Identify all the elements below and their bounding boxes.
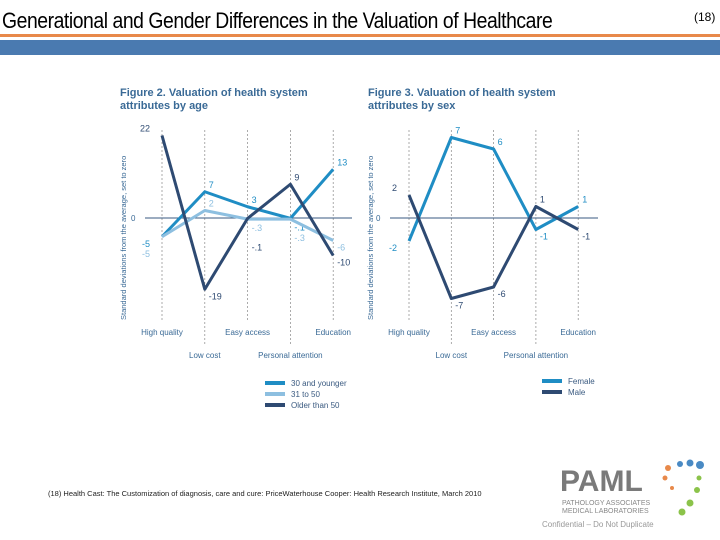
data-label: 13	[337, 157, 347, 167]
data-label: -.3	[252, 223, 263, 233]
header-band	[0, 40, 720, 55]
data-label: -1	[540, 232, 548, 242]
chart-title-line2: attributes by age	[120, 100, 208, 112]
chart-title-line1: Figure 2. Valuation of health system	[120, 87, 308, 99]
y-axis-label: Standard deviations from the average, se…	[366, 156, 375, 320]
reference-marker: (18)	[694, 10, 716, 24]
data-label: -6	[498, 289, 506, 299]
category-label: Personal attention	[258, 351, 323, 360]
title-underline	[0, 34, 720, 37]
zero-tick-label: 0	[376, 214, 381, 223]
logo-sub1: PATHOLOGY ASSOCIATES	[562, 500, 651, 507]
data-label: -19	[209, 291, 222, 301]
logo-sub2: MEDICAL LABORATORIES	[562, 508, 649, 515]
category-label: Low cost	[436, 351, 468, 360]
chart-title-line2: attributes by sex	[368, 100, 456, 112]
data-label: 7	[209, 180, 214, 190]
data-label: 1	[540, 195, 545, 205]
data-label: -5	[142, 239, 150, 249]
data-label: -6	[337, 243, 345, 253]
category-label: Low cost	[189, 351, 221, 360]
legend-label: 31 to 50	[291, 390, 320, 399]
category-label: High quality	[141, 328, 183, 337]
series-line-female	[407, 136, 579, 242]
paml-logo: PAML	[560, 465, 643, 498]
category-label: Easy access	[225, 328, 270, 337]
data-label: 9	[294, 172, 299, 182]
confidential-notice: Confidential – Do Not Duplicate	[542, 520, 654, 529]
data-label: 6	[498, 137, 503, 147]
legend-label: 30 and younger	[291, 379, 347, 388]
data-label: -2	[389, 243, 397, 253]
category-label: Education	[560, 328, 596, 337]
data-label: 7	[455, 126, 460, 136]
data-label: 3	[252, 195, 257, 205]
zero-tick-label: 0	[131, 214, 136, 223]
category-label: Easy access	[471, 328, 516, 337]
legend-label: Male	[568, 388, 586, 397]
data-label: -10	[337, 258, 350, 268]
data-label: -.1	[252, 242, 263, 252]
chart-title-line1: Figure 3. Valuation of health system	[368, 87, 556, 99]
series-line-30-and-younger	[160, 168, 335, 238]
page-title: Generational and Gender Differences in t…	[2, 8, 553, 33]
data-label: 1	[582, 195, 587, 205]
data-label: -7	[455, 301, 463, 311]
series-line-male	[407, 194, 579, 300]
logo-subtitle: PATHOLOGY ASSOCIATES MEDICAL LABORATORIES	[562, 500, 650, 516]
footnote: (18) Health Cast: The Customization of d…	[48, 489, 482, 498]
data-label: -.3	[294, 233, 305, 243]
series-line-older-than-50	[160, 135, 335, 291]
data-label: 2	[392, 183, 397, 193]
data-label: 22	[140, 124, 150, 134]
y-axis-label: Standard deviations from the average, se…	[119, 156, 128, 320]
data-label: -1	[582, 232, 590, 242]
legend-label: Female	[568, 377, 595, 386]
legend-label: Older than 50	[291, 401, 340, 410]
category-label: High quality	[388, 328, 430, 337]
data-label: 2	[209, 199, 214, 209]
data-label: -.1	[294, 222, 305, 232]
category-label: Personal attention	[504, 351, 569, 360]
data-label: -5	[142, 249, 150, 259]
category-label: Education	[315, 328, 351, 337]
